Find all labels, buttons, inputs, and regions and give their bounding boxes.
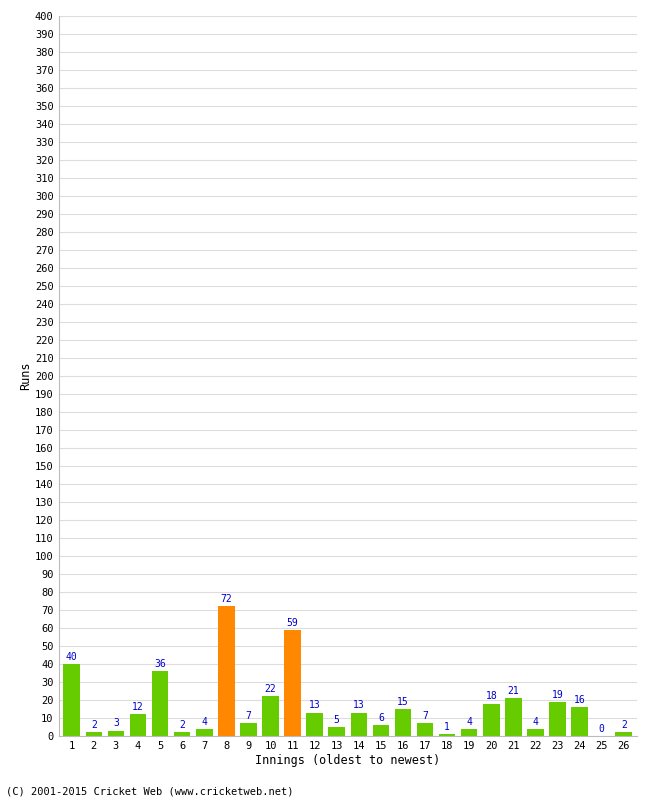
Text: 7: 7 (422, 711, 428, 722)
Text: 3: 3 (113, 718, 119, 729)
Text: 4: 4 (466, 717, 472, 726)
Bar (240, 723, 257, 736)
Text: 15: 15 (397, 697, 409, 707)
Text: 13: 13 (309, 701, 320, 710)
Bar (284, 630, 301, 736)
Bar (505, 698, 522, 736)
Text: 6: 6 (378, 713, 384, 723)
Text: 4: 4 (202, 717, 207, 726)
Bar (306, 713, 323, 736)
Bar (64, 664, 80, 736)
Text: 18: 18 (486, 691, 497, 702)
Bar (328, 727, 345, 736)
Bar (616, 733, 632, 736)
Text: 21: 21 (508, 686, 519, 696)
Text: 40: 40 (66, 652, 77, 662)
Bar (262, 696, 279, 736)
Text: 2: 2 (91, 720, 97, 730)
Text: 16: 16 (574, 695, 586, 705)
Text: 22: 22 (265, 684, 276, 694)
Text: 4: 4 (532, 717, 538, 726)
Bar (152, 671, 168, 736)
Text: 2: 2 (621, 720, 627, 730)
Y-axis label: Runs: Runs (19, 362, 32, 390)
Bar (571, 707, 588, 736)
Bar (439, 734, 456, 736)
Bar (549, 702, 566, 736)
Bar (372, 726, 389, 736)
Text: 59: 59 (287, 618, 298, 628)
Text: 72: 72 (220, 594, 232, 604)
Text: 0: 0 (599, 724, 604, 734)
Text: 2: 2 (179, 720, 185, 730)
X-axis label: Innings (oldest to newest): Innings (oldest to newest) (255, 754, 441, 766)
Bar (218, 606, 235, 736)
Bar (86, 733, 102, 736)
Text: 19: 19 (552, 690, 564, 700)
Bar (350, 713, 367, 736)
Bar (395, 709, 411, 736)
Text: 36: 36 (154, 659, 166, 669)
Text: 7: 7 (246, 711, 252, 722)
Bar (417, 723, 434, 736)
Bar (108, 730, 124, 736)
Bar (174, 733, 190, 736)
Text: 5: 5 (333, 715, 340, 725)
Bar (130, 714, 146, 736)
Bar (196, 729, 213, 736)
Text: 1: 1 (444, 722, 450, 732)
Text: 12: 12 (132, 702, 144, 712)
Bar (461, 729, 478, 736)
Text: 13: 13 (353, 701, 365, 710)
Bar (483, 704, 500, 736)
Bar (527, 729, 543, 736)
Text: (C) 2001-2015 Cricket Web (www.cricketweb.net): (C) 2001-2015 Cricket Web (www.cricketwe… (6, 786, 294, 796)
